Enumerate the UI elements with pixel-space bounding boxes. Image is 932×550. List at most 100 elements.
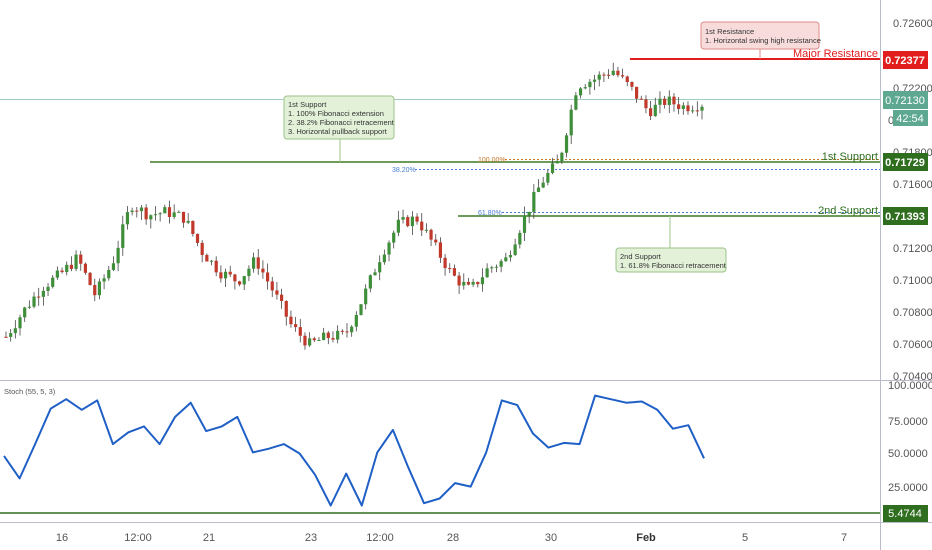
candle-body — [616, 70, 620, 76]
first-support-note-line-1: 1st Support — [288, 100, 327, 109]
candle-body — [279, 294, 284, 302]
candle-body — [494, 266, 499, 268]
candle-body — [121, 224, 125, 248]
svg-text:0.72130: 0.72130 — [885, 95, 925, 107]
candle-body — [228, 271, 232, 275]
candle-body — [434, 239, 438, 243]
stoch-current-label: 5.4744 — [888, 508, 922, 520]
time-label: 5 — [742, 532, 748, 544]
candle-body — [284, 301, 288, 317]
stoch-tick: 50.0000 — [888, 448, 928, 460]
candle-body — [471, 281, 475, 285]
candle-body — [382, 254, 386, 263]
candle-body — [111, 263, 116, 270]
candle-body — [65, 264, 69, 273]
candle-body — [200, 242, 204, 255]
candle-body — [564, 135, 569, 153]
major-resistance-text: Major Resistance — [793, 48, 878, 60]
candlestick-series — [4, 62, 704, 350]
candle-body — [508, 255, 513, 258]
candle-body — [223, 271, 228, 279]
second-support-text: 2nd Support — [818, 205, 878, 217]
time-label: Feb — [636, 532, 656, 544]
candle-body — [251, 257, 256, 269]
candle-body — [555, 161, 559, 164]
resistance-callout[interactable]: 1st Resistance 1. Horizontal swing high … — [700, 21, 821, 59]
stoch-tick: 75.0000 — [888, 416, 928, 428]
stoch-line-path — [3, 394, 705, 507]
candle-body — [574, 95, 578, 110]
candle-body — [350, 326, 354, 333]
candle-body — [233, 274, 237, 282]
stoch-current-badge — [883, 505, 928, 522]
time-label: 28 — [447, 532, 459, 544]
candle-body — [116, 247, 120, 264]
candle-body — [592, 79, 597, 82]
candle-body — [681, 105, 685, 109]
candle-body — [667, 96, 671, 105]
candle-body — [317, 340, 321, 342]
candle-body — [396, 219, 400, 233]
candle-body — [167, 207, 172, 218]
candle-body — [83, 263, 88, 273]
candle-body — [4, 336, 8, 338]
candle-body — [504, 257, 508, 262]
candle-body — [588, 81, 592, 88]
svg-text:0.72377: 0.72377 — [885, 55, 925, 67]
candle-body — [41, 290, 45, 297]
candle-body — [237, 281, 242, 285]
candle-body — [541, 182, 545, 188]
candle-body — [9, 333, 13, 337]
candle-body — [466, 281, 471, 285]
time-label: 23 — [305, 532, 317, 544]
price-tick: 0.71000 — [893, 275, 932, 287]
stoch-title: Stoch (55, 5, 3) — [4, 387, 56, 396]
second-support-note-line-2: 1. 61.8% Fibonacci retracement — [620, 261, 727, 270]
price-tick-partial: 0 — [888, 115, 894, 127]
candle-body — [23, 307, 27, 318]
second-support-callout[interactable]: 2nd Support 1. 61.8% Fibonacci retraceme… — [615, 216, 727, 273]
first-support-text: 1st Support — [822, 151, 878, 163]
candle-body — [205, 254, 209, 262]
candle-body — [322, 332, 326, 341]
candle-body — [88, 272, 92, 286]
candle-body — [336, 330, 340, 340]
price-tick: 0.71200 — [893, 243, 932, 255]
candle-body — [195, 233, 200, 243]
candle-body — [214, 260, 218, 273]
candle-body — [480, 277, 485, 285]
candle-body — [158, 213, 162, 215]
candle-body — [359, 304, 363, 315]
candle-body — [261, 268, 265, 273]
candle-body — [635, 86, 639, 99]
candle-body — [700, 106, 704, 111]
candle-body — [560, 152, 564, 162]
candle-body — [312, 338, 316, 341]
candle-body — [625, 76, 629, 82]
candle-body — [691, 110, 695, 112]
candle-body — [340, 330, 344, 332]
candle-body — [256, 257, 260, 269]
candle-body — [490, 267, 494, 269]
candle-body — [125, 212, 130, 225]
candle-body — [275, 290, 279, 295]
candle-body — [191, 220, 195, 234]
candle-body — [107, 269, 111, 279]
candle-body — [27, 306, 31, 308]
candle-body — [177, 211, 181, 213]
candle-body — [611, 70, 615, 75]
candle-body — [247, 268, 251, 277]
candle-body — [513, 244, 517, 256]
candle-body — [102, 278, 106, 282]
price-tick: 0.70600 — [893, 339, 932, 351]
candle-body — [677, 104, 681, 109]
first-support-callout[interactable]: 1st Support 1. 100% Fibonacci extension … — [283, 95, 395, 162]
candle-body — [153, 214, 158, 216]
candle-body — [672, 96, 676, 105]
candle-body — [308, 338, 312, 346]
time-label: 12:00 — [124, 532, 152, 544]
candle-body — [424, 229, 429, 231]
svg-text:0.71393: 0.71393 — [885, 211, 925, 223]
